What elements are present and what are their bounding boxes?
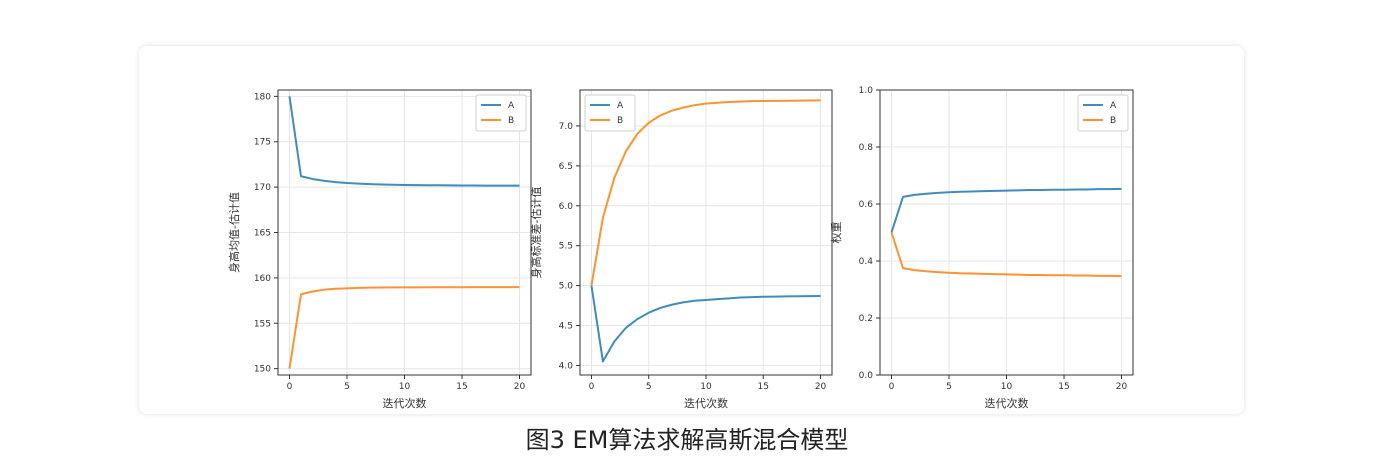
- legend: AB: [1077, 94, 1129, 132]
- x-tick-label: 15: [1058, 382, 1069, 392]
- legend-label-B: B: [508, 116, 514, 126]
- x-tick-label: 5: [946, 382, 952, 392]
- y-tick-label: 0.2: [859, 314, 873, 324]
- y-tick-label: 0.6: [859, 200, 874, 210]
- x-axis-label: 迭代次数: [383, 396, 427, 410]
- x-tick-label: 0: [287, 382, 293, 392]
- x-tick-label: 0: [589, 382, 595, 392]
- series-line-B: [288, 286, 520, 369]
- x-tick-label: 10: [700, 382, 712, 392]
- y-tick-label: 150: [254, 365, 271, 375]
- series-line-A: [890, 187, 1122, 233]
- plot-frame: [277, 89, 532, 376]
- y-tick-label: 0.4: [859, 257, 874, 267]
- figure-caption: 图3 EM算法求解高斯混合模型: [525, 426, 849, 454]
- series-line-A: [288, 96, 520, 187]
- legend-label-A: A: [617, 101, 624, 111]
- legend: AB: [475, 94, 527, 132]
- y-tick-label: 5.5: [559, 242, 573, 252]
- charts-svg: 0 5 10 15 20150155160165170175180迭代次数身高均值-估计…: [227, 86, 1134, 410]
- y-axis-label: 身高标准差-估计值: [529, 187, 543, 279]
- y-tick-label: 175: [254, 138, 271, 148]
- series-line-A: [590, 285, 821, 363]
- chart-panel-3: 0 5 10 15 20 0.0 0.2 0.4 0.6 0.8 1.0 迭代次数 权重 AB: [829, 86, 1134, 410]
- legend-box: [475, 94, 527, 132]
- series-line-B: [890, 232, 1122, 278]
- y-tick-label: 6.0: [559, 202, 574, 212]
- y-tick-label: 4.0: [559, 361, 574, 371]
- x-tick-label: 10: [399, 382, 411, 392]
- chart-panel-2: 0 5 10 15 20 4.0 4.5 5.0 5.5 6.0 6.5 7.0 迭代次数 身高标准差-估…: [529, 89, 833, 410]
- x-tick-label: 5: [646, 382, 652, 392]
- plot-frame: [579, 89, 833, 376]
- y-tick-label: 4.5: [559, 322, 573, 332]
- y-tick-label: 165: [254, 229, 271, 239]
- y-tick-label: 1.0: [859, 86, 874, 96]
- x-tick-label: 5: [344, 382, 350, 392]
- y-tick-label: 160: [254, 274, 271, 284]
- y-tick-label: 6.5: [559, 162, 573, 172]
- legend-box: [1077, 94, 1129, 132]
- x-axis-label: 迭代次数: [985, 396, 1029, 410]
- legend-label-B: B: [617, 116, 623, 126]
- x-tick-label: 10: [1001, 382, 1013, 392]
- legend-label-A: A: [508, 101, 515, 111]
- y-tick-label: 0.0: [859, 371, 874, 381]
- x-tick-label: 20: [1116, 382, 1128, 392]
- y-tick-label: 7.0: [559, 122, 574, 132]
- y-tick-label: 0.8: [859, 143, 874, 153]
- x-tick-label: 0: [889, 382, 895, 392]
- y-tick-label: 5.0: [559, 282, 574, 292]
- y-tick-label: 180: [254, 92, 271, 102]
- legend-label-A: A: [1110, 101, 1117, 111]
- series-line-B: [590, 99, 821, 286]
- legend-box: [584, 94, 636, 132]
- legend-label-B: B: [1110, 116, 1116, 126]
- y-tick-label: 155: [254, 319, 271, 329]
- x-tick-label: 15: [456, 382, 467, 392]
- legend: AB: [584, 94, 636, 132]
- y-axis-label: 身高均值-估计值: [227, 192, 241, 273]
- y-axis-label: 权重: [829, 222, 843, 244]
- figure-card: [139, 46, 1244, 414]
- chart-panel-1: 0 5 10 15 20 150 155 160 165 170 175 180 迭代次数 身高均值-估计…: [227, 89, 532, 410]
- x-axis-label: 迭代次数: [684, 396, 728, 410]
- x-tick-label: 15: [758, 382, 769, 392]
- x-tick-label: 20: [815, 382, 827, 392]
- x-tick-label: 20: [514, 382, 526, 392]
- plot-frame: [879, 89, 1134, 376]
- y-tick-label: 170: [254, 183, 271, 193]
